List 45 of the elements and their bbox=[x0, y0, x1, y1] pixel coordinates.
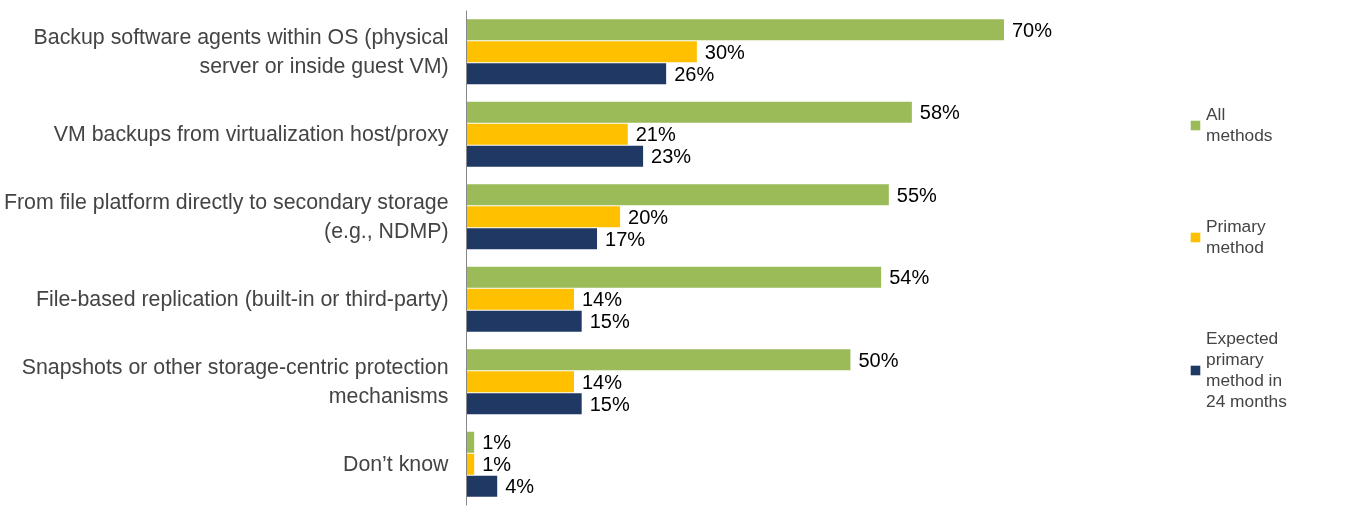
data-label: 1% bbox=[482, 453, 512, 476]
bar bbox=[466, 349, 851, 371]
data-label: 30% bbox=[704, 40, 746, 63]
data-label: 17% bbox=[605, 227, 646, 250]
bar bbox=[466, 101, 912, 123]
data-label: 54% bbox=[889, 266, 930, 289]
data-label: 15% bbox=[589, 310, 630, 333]
y-tick-label: File-based replication (built-in or third-party) bbox=[36, 287, 449, 312]
data-label: 55% bbox=[896, 183, 938, 206]
bar bbox=[466, 123, 628, 145]
y-tick-label: Snapshots or other storage-centric protection mechanisms bbox=[21, 355, 449, 409]
bar bbox=[466, 371, 574, 393]
data-label: 21% bbox=[635, 123, 676, 146]
data-label: 15% bbox=[589, 392, 630, 415]
bar bbox=[466, 206, 621, 228]
bar bbox=[466, 63, 667, 85]
y-tick-label: Backup software agents within OS (physical server or inside guest VM) bbox=[33, 25, 449, 79]
bar bbox=[466, 41, 697, 63]
bar bbox=[466, 393, 582, 415]
y-tick-label: From file platform directly to secondary storage (e.g., NDMP) bbox=[3, 190, 449, 244]
bar bbox=[466, 431, 475, 453]
data-label: 23% bbox=[651, 145, 692, 168]
bar bbox=[466, 266, 882, 288]
bar bbox=[466, 310, 582, 332]
bar bbox=[466, 475, 498, 497]
bar bbox=[466, 453, 475, 475]
bar bbox=[466, 19, 1004, 41]
data-label: 1% bbox=[482, 431, 512, 454]
bar bbox=[466, 288, 574, 310]
bar bbox=[466, 228, 598, 250]
legend-label: Primary method bbox=[1206, 215, 1267, 258]
legend-label: All methods bbox=[1206, 103, 1274, 146]
data-label: 20% bbox=[628, 205, 669, 228]
bar bbox=[466, 145, 644, 167]
data-label: 26% bbox=[674, 62, 715, 85]
y-tick-label: VM backups from virtualization host/proxy bbox=[53, 122, 449, 147]
bar bbox=[466, 184, 889, 206]
data-label: 50% bbox=[858, 348, 899, 371]
data-label: 58% bbox=[919, 101, 961, 124]
legend-label: Expected primary method in 24 months bbox=[1206, 327, 1288, 412]
data-label: 70% bbox=[1012, 18, 1053, 41]
data-label: 14% bbox=[582, 288, 623, 311]
data-label: 14% bbox=[582, 370, 623, 393]
data-label: 4% bbox=[505, 475, 535, 498]
y-tick-label: Don’t know bbox=[342, 452, 450, 477]
